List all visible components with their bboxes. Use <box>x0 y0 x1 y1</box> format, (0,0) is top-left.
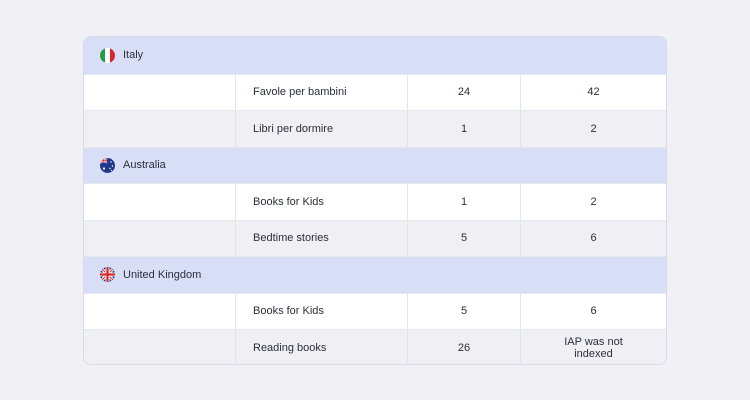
value-cell: 5 <box>408 220 521 256</box>
country-name: Italy <box>123 49 144 62</box>
country-name: Australia <box>123 159 166 172</box>
keyword-cell: Favole per bambini <box>236 74 408 110</box>
keyword-cell: Books for Kids <box>236 184 408 220</box>
value-cell: 42 <box>587 86 600 99</box>
value-cell: 5 <box>408 293 521 329</box>
keyword-cell: Books for Kids <box>236 293 408 329</box>
keyword-ranking-table: Italy Favole per bambini 24 42 Libri per… <box>83 36 667 365</box>
italy-flag-icon <box>100 47 115 63</box>
empty-cell <box>84 220 236 256</box>
empty-cell <box>84 111 236 147</box>
empty-cell <box>84 74 236 110</box>
country-name: United Kingdom <box>123 268 202 281</box>
value-cell: 26 <box>408 330 521 364</box>
value-cell: 1 <box>408 184 521 220</box>
country-row-united-kingdom: United Kingdom <box>84 256 666 293</box>
value-cell: 1 <box>408 111 521 147</box>
value-cell: IAP was not indexed <box>564 335 623 360</box>
keyword-cell: Libri per dormire <box>236 111 408 147</box>
australia-flag-icon <box>100 157 115 173</box>
country-row-australia: Australia <box>84 146 666 183</box>
value-cell: 24 <box>408 74 521 110</box>
empty-cell <box>84 293 236 329</box>
table-row: Reading books 26 IAP was not indexed <box>84 329 666 364</box>
table-row: Libri per dormire 1 2 <box>84 110 666 147</box>
value-cell: 6 <box>590 232 597 245</box>
country-row-italy: Italy <box>84 37 666 74</box>
value-cell: 2 <box>590 122 597 135</box>
table-row: Favole per bambini 24 42 <box>84 73 666 110</box>
value-cell: 6 <box>590 305 597 318</box>
value-cell: 2 <box>590 195 597 208</box>
empty-cell <box>84 184 236 220</box>
table-row: Books for Kids 1 2 <box>84 183 666 220</box>
table-row: Books for Kids 5 6 <box>84 292 666 329</box>
keyword-cell: Bedtime stories <box>236 220 408 256</box>
table-row: Bedtime stories 5 6 <box>84 219 666 256</box>
empty-cell <box>84 330 236 364</box>
uk-flag-icon <box>100 267 115 283</box>
keyword-cell: Reading books <box>236 330 408 364</box>
